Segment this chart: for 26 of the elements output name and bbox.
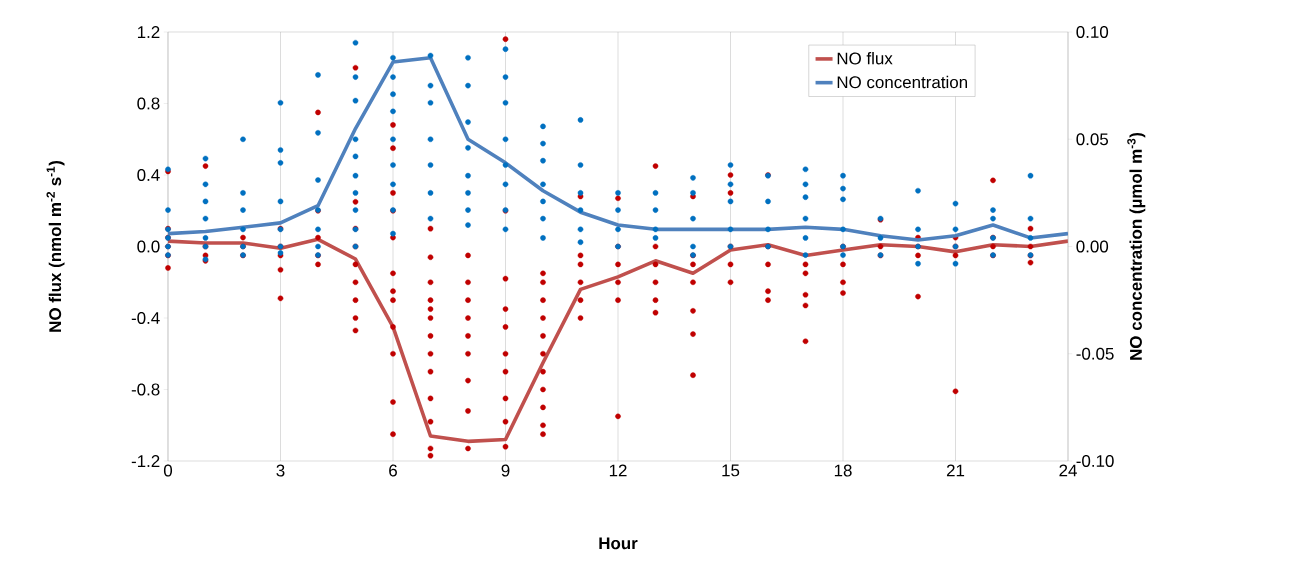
y2-tick-label: -0.05 xyxy=(1076,347,1114,360)
y2-tick-label: 0.00 xyxy=(1076,240,1109,253)
x-tick-label: 15 xyxy=(722,464,740,477)
x-tick-label: 9 xyxy=(501,464,510,477)
y-tick-label: 0.4 xyxy=(137,169,160,181)
x-tick-label: 0 xyxy=(163,464,173,477)
y-axis-title: NO flux (nmol m$^{-2}$ s$^{-1}$) xyxy=(46,161,65,332)
y2-tick-label: -0.10 xyxy=(1076,455,1114,467)
x-tick-label: 6 xyxy=(389,464,397,477)
y-tick-label: -0.8 xyxy=(131,383,160,396)
x-tick-label: 24 xyxy=(1059,464,1077,477)
x-axis-title: Hour xyxy=(599,537,638,550)
legend-label: NO concentration xyxy=(837,75,967,89)
x-tick-label: 21 xyxy=(946,464,965,477)
y-tick-label: 0.8 xyxy=(137,97,160,110)
y2-axis-title: NO concentration (µmol m$^{-3}$) xyxy=(1127,132,1146,360)
x-tick-label: 3 xyxy=(276,464,285,477)
y-tick-label: -0.4 xyxy=(131,312,160,324)
y2-tick-label: 0.10 xyxy=(1076,26,1109,38)
x-tick-label: 18 xyxy=(834,464,852,477)
legend-label: NO flux xyxy=(837,52,893,65)
y-tick-label: 1.2 xyxy=(137,26,160,38)
y-tick-label: 0.0 xyxy=(137,240,160,253)
y2-tick-label: 0.05 xyxy=(1076,133,1109,146)
y-tick-label: -1.2 xyxy=(131,455,160,467)
x-tick-label: 12 xyxy=(609,464,627,477)
